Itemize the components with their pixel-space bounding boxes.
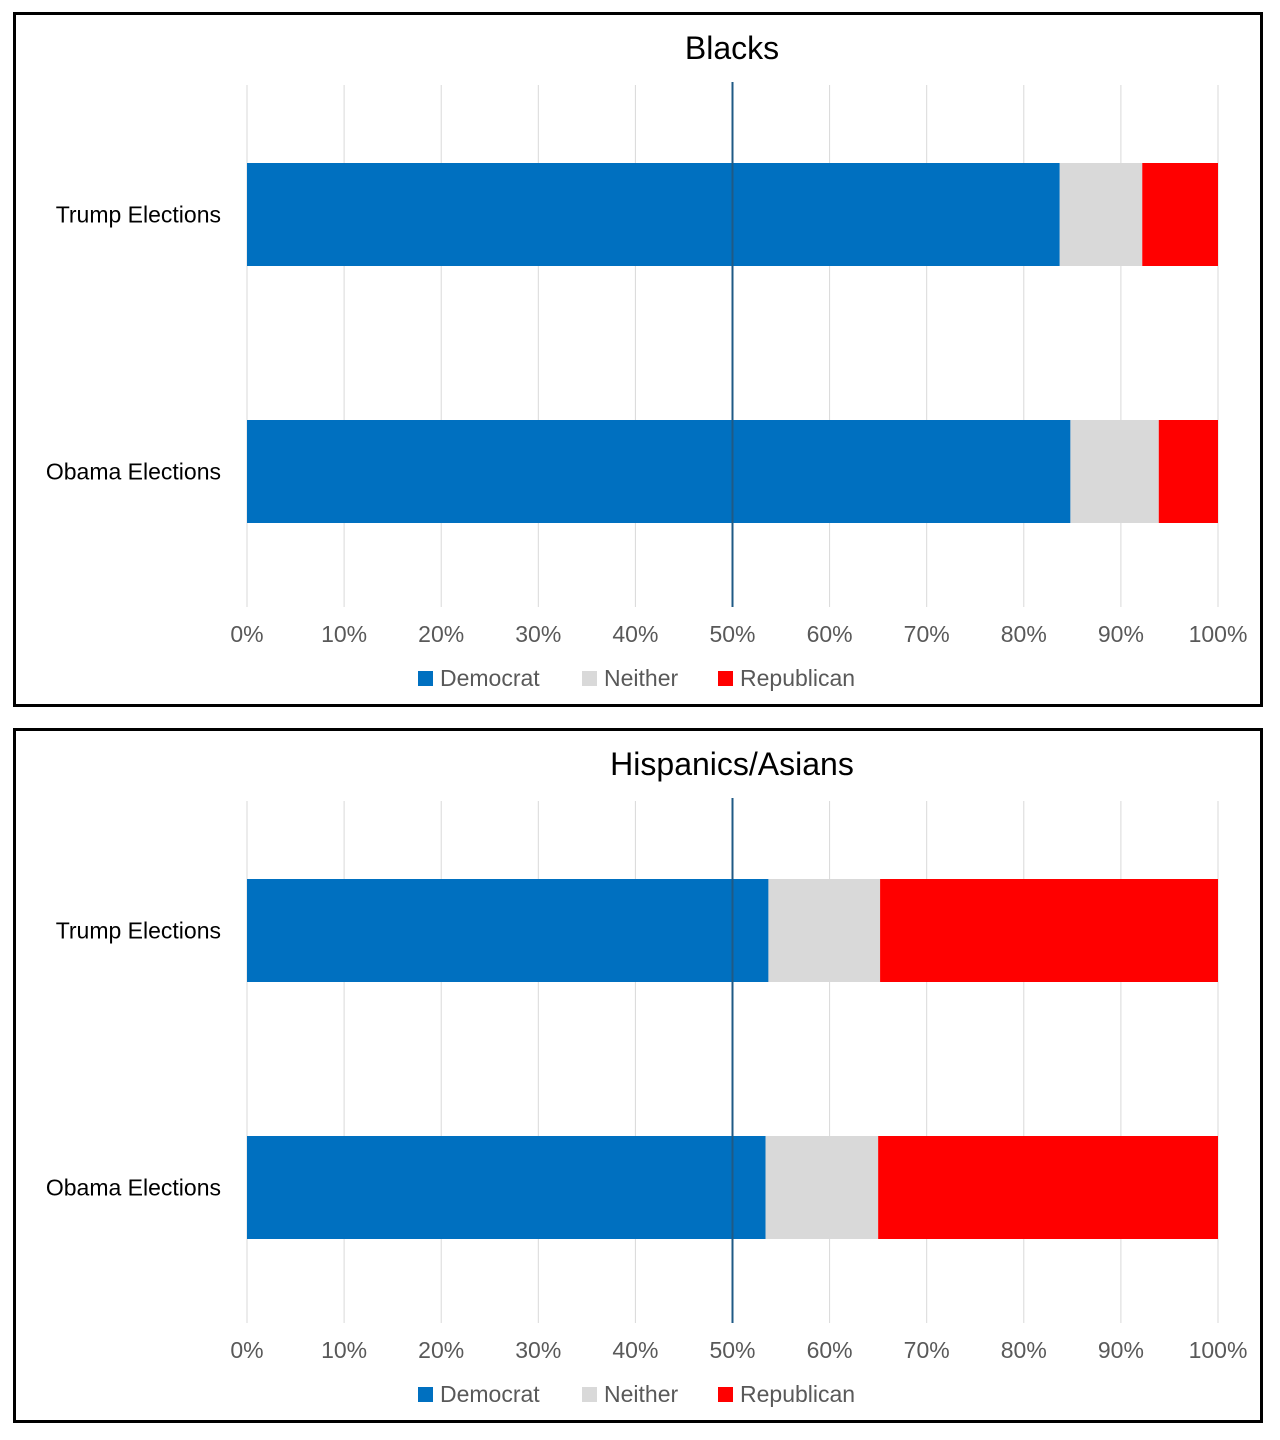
- bar-neither-obama-elections: [1070, 420, 1159, 523]
- x-tick-label: 30%: [515, 1337, 561, 1363]
- x-tick-label: 70%: [904, 1337, 950, 1363]
- x-tick-label: 40%: [612, 621, 658, 647]
- x-tick-label: 20%: [418, 621, 464, 647]
- bar-democrat-trump-elections: [247, 163, 1060, 266]
- chart-svg: Hispanics/Asians Trump Elections Obama Ele…: [46, 746, 1248, 1407]
- x-tick-label: 90%: [1098, 1337, 1144, 1363]
- legend-swatch-democrat: [418, 1387, 433, 1402]
- bar-republican-trump-elections: [1142, 163, 1218, 266]
- x-tick-label: 60%: [807, 621, 853, 647]
- legend-swatch-republican: [718, 1387, 733, 1402]
- x-tick-label: 70%: [904, 621, 950, 647]
- legend-swatch-neither: [582, 671, 597, 686]
- x-tick-label: 0%: [230, 1337, 263, 1363]
- category-label: Trump Elections: [56, 918, 221, 944]
- legend-swatch-democrat: [418, 671, 433, 686]
- chart-panel-hispanics-asians: Hispanics/Asians Trump Elections Obama Ele…: [13, 728, 1263, 1423]
- category-label: Obama Elections: [46, 1175, 221, 1201]
- x-tick-label: 60%: [807, 1337, 853, 1363]
- legend-label-democrat: Democrat: [440, 665, 540, 691]
- legend-label-neither: Neither: [604, 1381, 678, 1407]
- bar-neither-obama-elections: [765, 1136, 879, 1239]
- chart-panel-blacks: Blacks Trump Elections Obama Elections 0% 10…: [13, 12, 1263, 707]
- x-tick-label: 30%: [515, 621, 561, 647]
- bar-democrat-obama-elections: [247, 1136, 766, 1239]
- chart-svg: Blacks Trump Elections Obama Elections 0% 10…: [46, 30, 1248, 691]
- x-tick-label: 100%: [1189, 1337, 1248, 1363]
- chart-title: Hispanics/Asians: [610, 746, 854, 782]
- bar-republican-trump-elections: [880, 879, 1218, 982]
- x-tick-label: 40%: [612, 1337, 658, 1363]
- legend-swatch-neither: [582, 1387, 597, 1402]
- bar-republican-obama-elections: [1158, 420, 1218, 523]
- x-tick-label: 20%: [418, 1337, 464, 1363]
- x-tick-label: 10%: [321, 1337, 367, 1363]
- legend-swatch-republican: [718, 671, 733, 686]
- category-label: Obama Elections: [46, 459, 221, 485]
- x-tick-label: 90%: [1098, 621, 1144, 647]
- x-tick-label: 50%: [709, 1337, 755, 1363]
- x-tick-label: 100%: [1189, 621, 1248, 647]
- bar-republican-obama-elections: [878, 1136, 1218, 1239]
- legend-label-republican: Republican: [740, 1381, 855, 1407]
- category-label: Trump Elections: [56, 202, 221, 228]
- legend-label-republican: Republican: [740, 665, 855, 691]
- legend-label-democrat: Democrat: [440, 1381, 540, 1407]
- bar-neither-trump-elections: [768, 879, 881, 982]
- x-tick-label: 80%: [1001, 621, 1047, 647]
- chart-title: Blacks: [685, 30, 779, 66]
- legend-label-neither: Neither: [604, 665, 678, 691]
- bar-democrat-obama-elections: [247, 420, 1071, 523]
- x-tick-label: 0%: [230, 621, 263, 647]
- bar-democrat-trump-elections: [247, 879, 769, 982]
- x-tick-label: 80%: [1001, 1337, 1047, 1363]
- x-tick-label: 10%: [321, 621, 367, 647]
- x-tick-label: 50%: [709, 621, 755, 647]
- bar-neither-trump-elections: [1059, 163, 1143, 266]
